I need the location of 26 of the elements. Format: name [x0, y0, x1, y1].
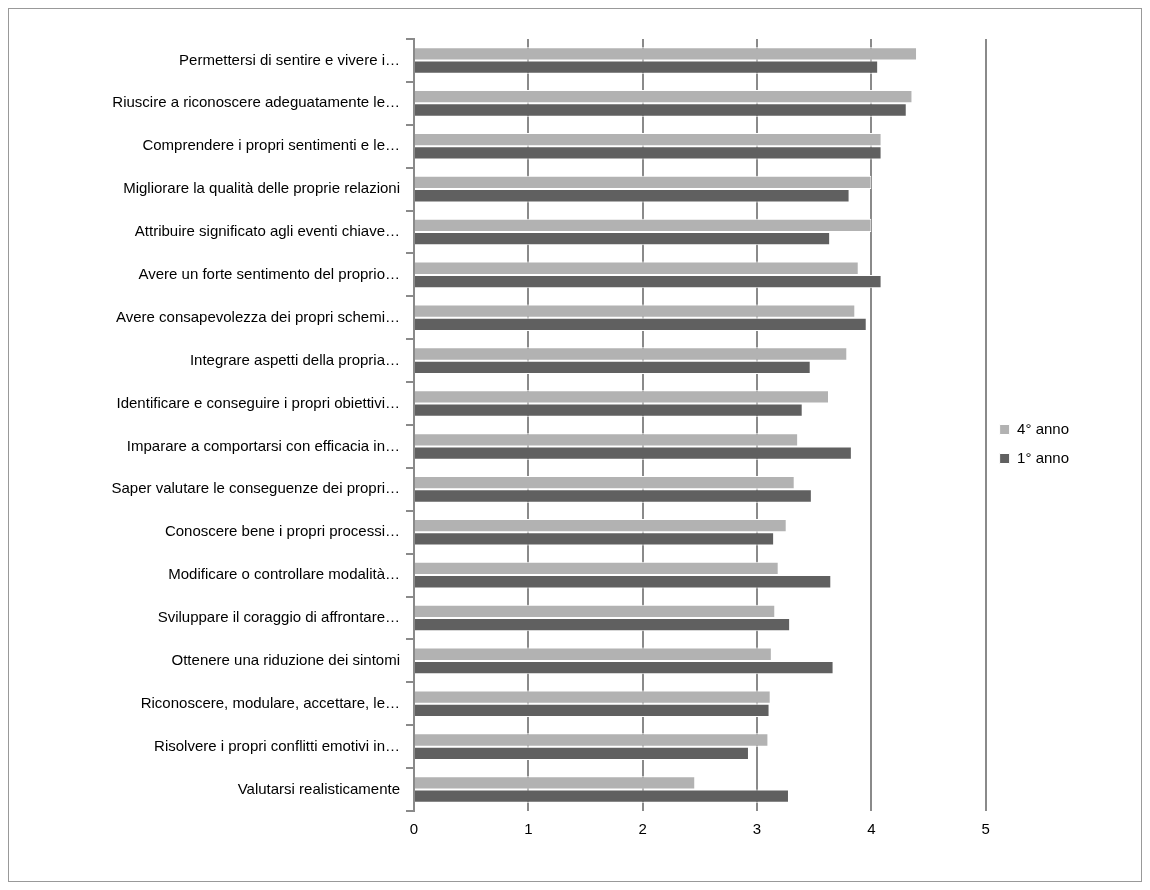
y-tick-label: Sviluppare il coraggio di affrontare… — [157, 608, 400, 626]
y-tick-label: Attribuire significato agli eventi chiave… — [134, 222, 400, 240]
y-tick-label: Migliorare la qualità delle proprie relazioni — [123, 179, 400, 197]
y-tick-label: Conoscere bene i propri processi… — [164, 522, 400, 540]
x-tick-label: 0 — [409, 820, 419, 838]
x-tick-label: 4 — [867, 820, 876, 838]
x-tick-label: 5 — [981, 820, 990, 838]
x-tick-label: 2 — [638, 820, 647, 838]
y-tick-label: Imparare a comportarsi con efficacia in… — [126, 436, 400, 454]
y-tick-label: Valutarsi realisticamente — [237, 779, 400, 797]
y-tick-label: Risolvere i propri conflitti emotivi in… — [154, 736, 400, 754]
y-tick-label: Avere consapevolezza dei propri schemi… — [115, 307, 400, 325]
x-tick-label: 1 — [524, 820, 533, 838]
y-tick-label: Modificare o controllare modalità… — [168, 565, 400, 583]
legend-label: 4° anno — [1017, 419, 1070, 437]
y-tick-label: Riuscire a riconoscere adeguatamente le… — [112, 93, 400, 111]
y-tick-label: Comprendere i propri sentimenti e le… — [142, 136, 400, 154]
y-tick-label: Ottenere una riduzione dei sintomi — [171, 651, 400, 669]
x-tick-label: 3 — [752, 820, 762, 838]
y-tick-label: Integrare aspetti della propria… — [189, 350, 400, 368]
y-tick-label: Riconoscere, modulare, accettare, le… — [140, 693, 400, 711]
y-tick-label: Permettersi di sentire e vivere i… — [179, 50, 400, 68]
y-tick-label: Identificare e conseguire i propri obiettivi… — [116, 393, 400, 411]
y-tick-label: Saper valutare le conseguenze dei propri… — [111, 479, 400, 497]
legend-label: 1° anno — [1017, 448, 1070, 466]
y-tick-label: Avere un forte sentimento del proprio… — [138, 265, 400, 283]
